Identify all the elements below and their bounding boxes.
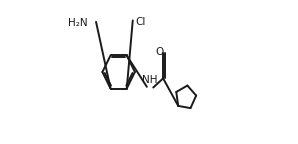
Text: H₂N: H₂N <box>68 18 88 28</box>
Text: Cl: Cl <box>136 17 146 27</box>
Text: NH: NH <box>142 75 157 85</box>
Text: O: O <box>156 47 164 57</box>
